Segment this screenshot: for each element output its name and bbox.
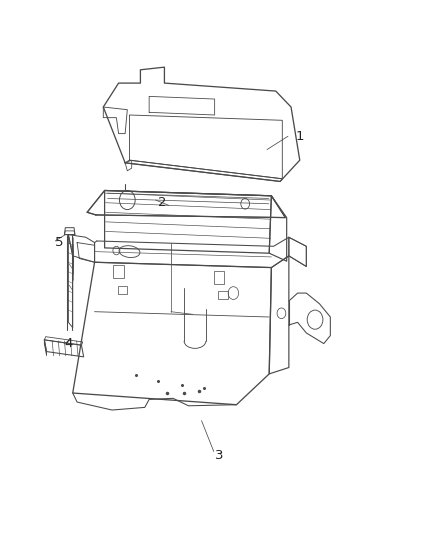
Text: 5: 5 [55,236,64,249]
Text: 1: 1 [296,130,304,143]
Text: 2: 2 [158,196,166,209]
Bar [113,265,124,278]
Text: 4: 4 [64,337,73,350]
Bar [214,271,224,284]
Text: 3: 3 [215,449,223,462]
Bar [218,291,228,300]
Bar [118,286,127,294]
